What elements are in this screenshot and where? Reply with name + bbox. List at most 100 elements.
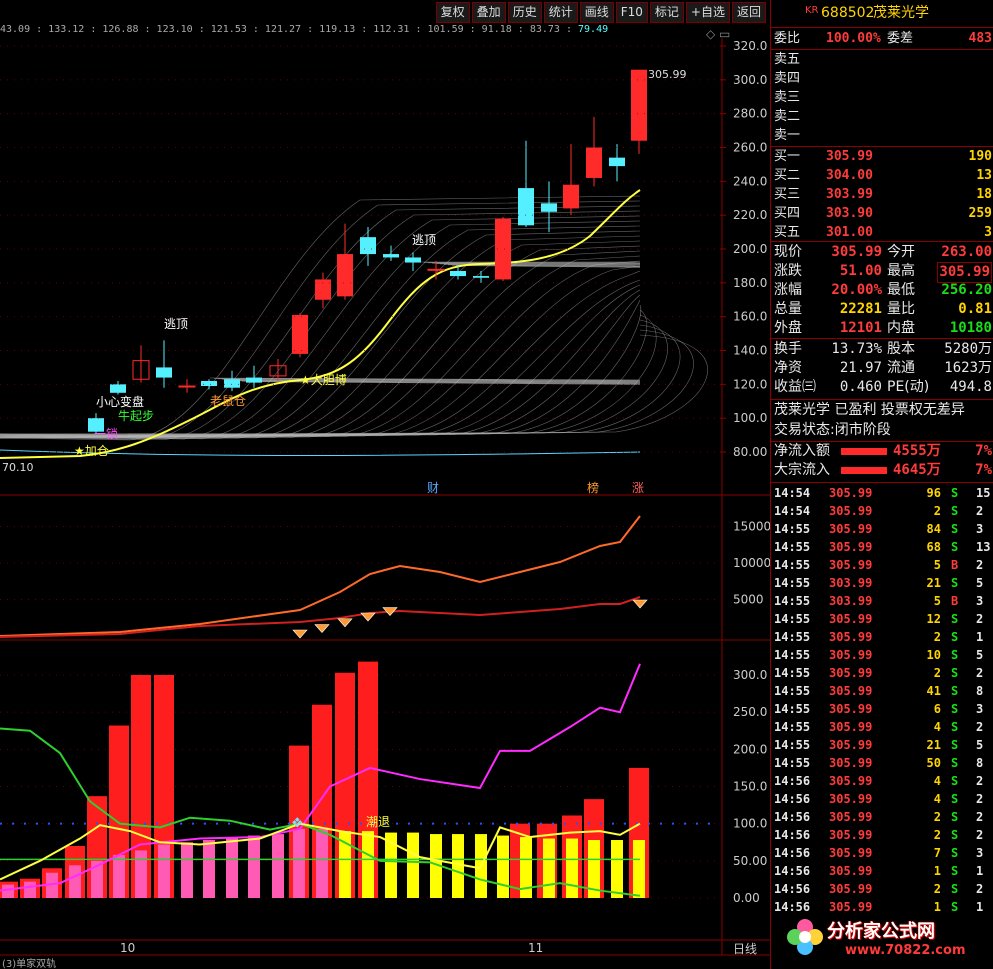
tick-price: 305.99 bbox=[829, 882, 873, 896]
stats-value: 0.460 bbox=[839, 379, 882, 395]
limit-up-tag[interactable]: 涨 bbox=[632, 480, 644, 495]
quote-value: 256.20 bbox=[941, 282, 992, 298]
toolbar-statistics-button[interactable]: 统计 bbox=[543, 2, 578, 23]
flow-label: 大宗流入 bbox=[774, 462, 830, 478]
tick-row[interactable]: 14:56 305.99 7 S 3 bbox=[771, 844, 993, 862]
tick-row[interactable]: 14:55 305.99 12 S 2 bbox=[771, 610, 993, 628]
tick-volume: 7 bbox=[933, 846, 941, 860]
tick-row[interactable]: 14:56 305.99 2 S 2 bbox=[771, 880, 993, 898]
tick-row[interactable]: 14:55 305.99 41 S 8 bbox=[771, 682, 993, 700]
tick-side: S bbox=[951, 576, 959, 590]
tick-row[interactable]: 14:55 305.99 6 S 3 bbox=[771, 700, 993, 718]
indicator-bar-pink bbox=[181, 842, 193, 898]
buy-level-row[interactable]: 买四 303.90 259 bbox=[771, 204, 993, 223]
sell-level-row[interactable]: 卖五 bbox=[771, 50, 993, 69]
ma-fan-line bbox=[0, 289, 641, 436]
tick-time: 14:54 bbox=[774, 504, 811, 518]
mid-yaxis-label: 10000 bbox=[733, 556, 770, 570]
ma-value-last: 79.49 bbox=[578, 24, 609, 35]
indicator-bar-red bbox=[131, 675, 151, 898]
yaxis-label: 140.0 bbox=[733, 344, 767, 358]
toolbar-draw-line-button[interactable]: 画线 bbox=[579, 2, 614, 23]
toolbar-mark-button[interactable]: 标记 bbox=[649, 2, 684, 23]
tick-volume: 4 bbox=[933, 792, 941, 806]
tick-count: 2 bbox=[976, 612, 984, 626]
indicator-bar-pink bbox=[91, 860, 103, 898]
stats-row: 净资 21.97 流通 1623万 bbox=[771, 359, 993, 378]
tick-count: 3 bbox=[976, 846, 984, 860]
tick-row[interactable]: 14:55 305.99 21 S 5 bbox=[771, 736, 993, 754]
toolbar-add-watchlist-button[interactable]: +自选 bbox=[685, 2, 730, 23]
tick-row[interactable]: 14:54 305.99 96 S 15 bbox=[771, 484, 993, 502]
sell-level-row[interactable]: 卖三 bbox=[771, 88, 993, 107]
tick-row[interactable]: 14:54 305.99 2 S 2 bbox=[771, 502, 993, 520]
ma-flat-line bbox=[213, 378, 641, 381]
buy-level-label: 买五 bbox=[774, 225, 801, 240]
tick-row[interactable]: 14:55 303.99 5 B 3 bbox=[771, 592, 993, 610]
quote-value: 0.81 bbox=[958, 301, 992, 317]
tick-row[interactable]: 14:56 305.99 1 S 1 bbox=[771, 862, 993, 880]
tick-count: 13 bbox=[976, 540, 991, 554]
buy-level-volume: 3 bbox=[984, 225, 992, 240]
tick-row[interactable]: 14:56 305.99 1 S 1 bbox=[771, 898, 993, 916]
tick-row[interactable]: 14:55 305.99 5 B 2 bbox=[771, 556, 993, 574]
tick-time: 14:55 bbox=[774, 648, 811, 662]
sell-level-row[interactable]: 卖二 bbox=[771, 107, 993, 126]
commission-row: 委比 100.00% 委差 483 bbox=[771, 29, 993, 48]
tick-row[interactable]: 14:55 305.99 10 S 5 bbox=[771, 646, 993, 664]
buy-level-row[interactable]: 买三 303.99 18 bbox=[771, 185, 993, 204]
tick-time: 14:56 bbox=[774, 792, 811, 806]
market-badge: KR bbox=[805, 5, 819, 16]
finance-tag[interactable]: 财 bbox=[427, 481, 439, 495]
tick-row[interactable]: 14:56 305.99 4 S 2 bbox=[771, 790, 993, 808]
candle-body bbox=[495, 218, 511, 280]
indicator-bar-pink bbox=[316, 828, 328, 898]
toolbar-back-button[interactable]: 返回 bbox=[731, 2, 766, 23]
formula-tab[interactable]: (3)单家双轨 bbox=[2, 957, 56, 969]
tick-row[interactable]: 14:55 305.99 50 S 8 bbox=[771, 754, 993, 772]
chart-canvas: 320.0 300.0 280.0 260.0 240.0 220.0 200.0 180.0… bbox=[0, 27, 770, 969]
ma-value: 121.53 bbox=[210, 24, 247, 35]
buy-level-row[interactable]: 买五 301.00 3 bbox=[771, 223, 993, 242]
ma-fan-line bbox=[0, 309, 648, 437]
toolbar-f10-button[interactable]: F10 bbox=[615, 2, 648, 23]
buy-level-volume: 190 bbox=[968, 149, 992, 164]
tick-row[interactable]: 14:56 305.99 2 S 2 bbox=[771, 808, 993, 826]
period-label[interactable]: 日线 bbox=[733, 942, 757, 956]
flow-percent: 7% bbox=[975, 443, 992, 459]
yaxis-label: 120.0 bbox=[733, 377, 767, 391]
candle-body bbox=[132, 360, 150, 380]
profile-text: 茂莱光学 已盈利 投票权无差异 bbox=[774, 402, 965, 418]
stats-label: 流通 bbox=[887, 360, 915, 376]
quote-value: 20.00% bbox=[831, 282, 882, 298]
tick-price: 305.99 bbox=[829, 792, 873, 806]
ma-fan-line bbox=[0, 304, 642, 438]
toolbar-history-button[interactable]: 历史 bbox=[507, 2, 542, 23]
tick-row[interactable]: 14:55 303.99 21 S 5 bbox=[771, 574, 993, 592]
tick-count: 2 bbox=[976, 882, 984, 896]
buy-level-row[interactable]: 买二 304.00 13 bbox=[771, 166, 993, 185]
buy-level-row[interactable]: 买一 305.99 190 bbox=[771, 147, 993, 166]
toolbar-restore-rights-button[interactable]: 复权 bbox=[435, 2, 470, 23]
tick-row[interactable]: 14:55 305.99 2 S 2 bbox=[771, 664, 993, 682]
settings-diamond-icon[interactable]: ◇ ▭ bbox=[706, 27, 730, 41]
indicator-bar-yellow bbox=[339, 831, 351, 898]
sell-level-row[interactable]: 卖四 bbox=[771, 69, 993, 88]
tick-row[interactable]: 14:56 305.99 2 S 2 bbox=[771, 826, 993, 844]
tick-side: S bbox=[951, 738, 959, 752]
tick-row[interactable]: 14:55 305.99 84 S 3 bbox=[771, 520, 993, 538]
tick-price: 305.99 bbox=[829, 738, 873, 752]
tick-row[interactable]: 14:55 305.99 4 S 2 bbox=[771, 718, 993, 736]
candle-body bbox=[383, 254, 399, 258]
tick-row[interactable]: 14:56 305.99 4 S 2 bbox=[771, 772, 993, 790]
toolbar-overlay-button[interactable]: 叠加 bbox=[471, 2, 506, 23]
tick-price: 305.99 bbox=[829, 486, 873, 500]
kline-chart-area[interactable]: 复权 叠加 历史 统计 画线 F10 标记 +自选 返回 43.09 : 133… bbox=[0, 0, 770, 969]
sell-level-row[interactable]: 卖一 bbox=[771, 126, 993, 145]
tick-row[interactable]: 14:55 305.99 68 S 13 bbox=[771, 538, 993, 556]
tick-row[interactable]: 14:55 305.99 2 S 1 bbox=[771, 628, 993, 646]
ma-value: 101.59 bbox=[427, 24, 464, 35]
tick-count: 2 bbox=[976, 504, 984, 518]
list-tag[interactable]: 榜 bbox=[587, 480, 599, 495]
tick-side: S bbox=[951, 828, 959, 842]
